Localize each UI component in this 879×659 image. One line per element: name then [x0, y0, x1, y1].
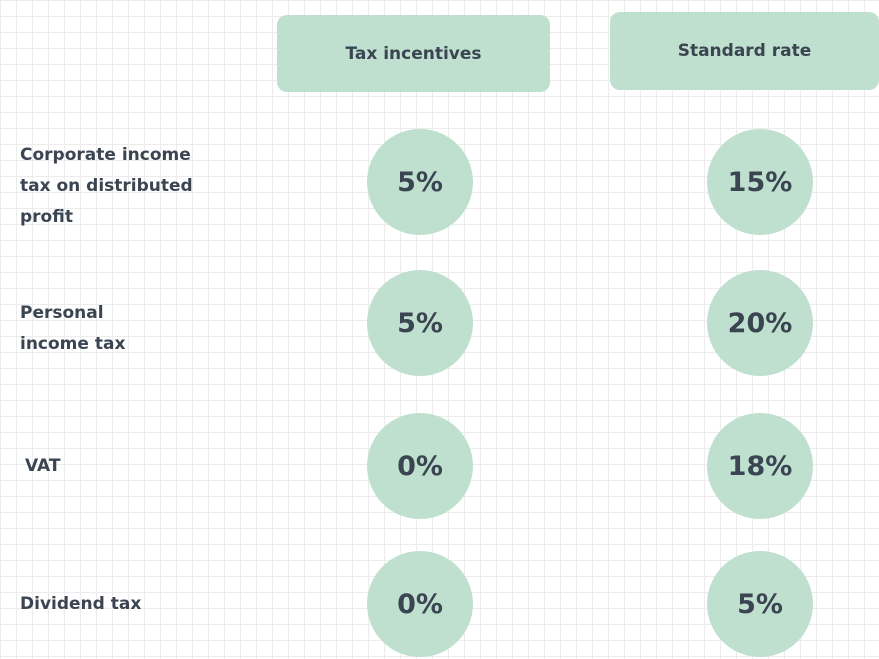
rate-circle: 18%	[707, 413, 813, 519]
row-label-line: profit	[20, 206, 73, 227]
row-label: Personal income tax	[20, 298, 125, 360]
rate-circle: 0%	[367, 413, 473, 519]
column-header: Standard rate	[610, 12, 879, 90]
rate-circle: 5%	[367, 129, 473, 235]
row-label-line: Corporate income	[20, 144, 191, 165]
rate-circle: 5%	[707, 551, 813, 657]
rate-circle: 15%	[707, 129, 813, 235]
row-label-line: income tax	[20, 334, 126, 354]
row-label-line: Personal	[20, 303, 104, 323]
row-label-line: Dividend tax	[20, 593, 142, 614]
rate-circle: 0%	[367, 551, 473, 657]
row-label: Corporate income tax on distributed profit	[20, 140, 193, 233]
row-label-line: tax on distributed	[20, 175, 193, 196]
rate-circle: 20%	[707, 270, 813, 376]
row-label: VAT	[25, 451, 60, 482]
rate-circle: 5%	[367, 270, 473, 376]
column-header: Tax incentives	[277, 15, 550, 92]
row-label: Dividend tax	[20, 589, 141, 620]
row-label-line: VAT	[25, 455, 61, 476]
